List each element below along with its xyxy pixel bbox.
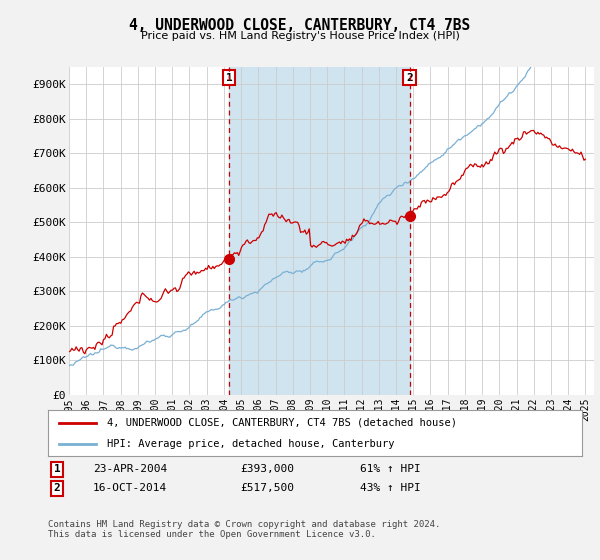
Text: 16-OCT-2014: 16-OCT-2014 xyxy=(93,483,167,493)
Text: 2: 2 xyxy=(53,483,61,493)
Text: 1: 1 xyxy=(53,464,61,474)
Text: HPI: Average price, detached house, Canterbury: HPI: Average price, detached house, Cant… xyxy=(107,439,394,449)
Text: 2: 2 xyxy=(406,73,413,82)
Text: 43% ↑ HPI: 43% ↑ HPI xyxy=(360,483,421,493)
Text: £393,000: £393,000 xyxy=(240,464,294,474)
Text: Price paid vs. HM Land Registry's House Price Index (HPI): Price paid vs. HM Land Registry's House … xyxy=(140,31,460,41)
Text: £517,500: £517,500 xyxy=(240,483,294,493)
Text: 4, UNDERWOOD CLOSE, CANTERBURY, CT4 7BS (detached house): 4, UNDERWOOD CLOSE, CANTERBURY, CT4 7BS … xyxy=(107,418,457,428)
Bar xyxy=(229,67,410,395)
Text: 1: 1 xyxy=(226,73,233,82)
Text: 23-APR-2004: 23-APR-2004 xyxy=(93,464,167,474)
Text: 61% ↑ HPI: 61% ↑ HPI xyxy=(360,464,421,474)
Text: 4, UNDERWOOD CLOSE, CANTERBURY, CT4 7BS: 4, UNDERWOOD CLOSE, CANTERBURY, CT4 7BS xyxy=(130,18,470,33)
Text: Contains HM Land Registry data © Crown copyright and database right 2024.
This d: Contains HM Land Registry data © Crown c… xyxy=(48,520,440,539)
